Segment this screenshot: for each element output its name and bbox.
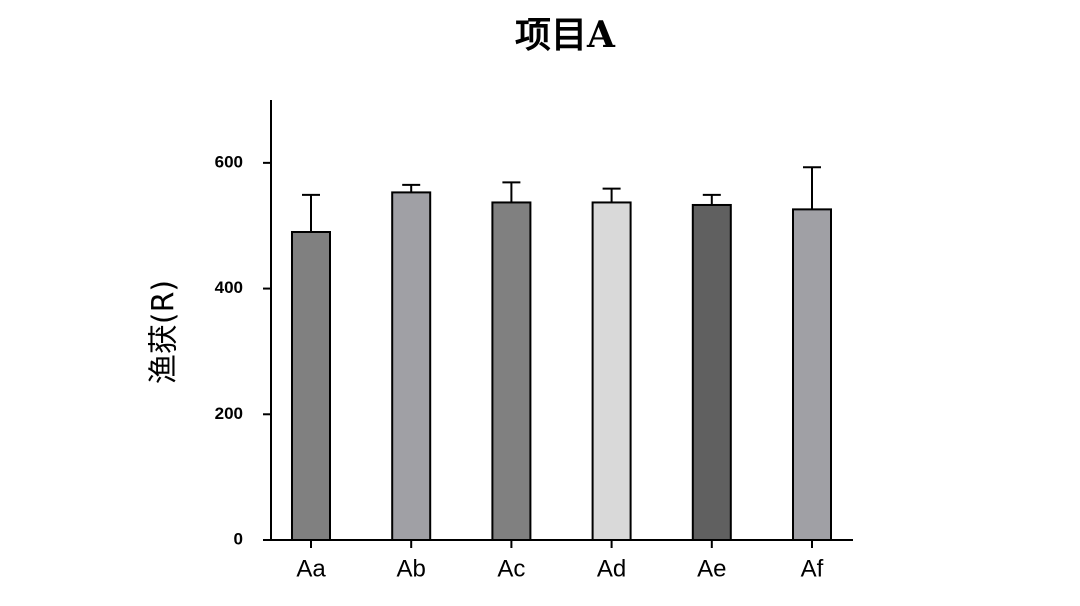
y-tick-label: 400 [215, 278, 243, 297]
y-tick-label: 200 [215, 404, 243, 423]
x-tick-label: Ac [497, 555, 525, 582]
bar [491, 201, 532, 541]
x-tick-label: Af [801, 555, 824, 582]
bar [391, 191, 432, 541]
bar [291, 231, 331, 541]
bar [591, 201, 632, 541]
chart-title: 项目A [515, 14, 616, 56]
x-tick-label: Aa [296, 555, 326, 582]
y-tick-label: 0 [234, 529, 243, 548]
bar [691, 203, 732, 541]
y-tick-label: 600 [215, 152, 243, 171]
x-tick-label: Ab [397, 555, 426, 582]
x-tick-label: Ad [597, 555, 626, 582]
bar [792, 208, 832, 541]
y-axis-label: 渔获(R) [147, 280, 182, 384]
x-tick-label: Ae [697, 555, 726, 582]
